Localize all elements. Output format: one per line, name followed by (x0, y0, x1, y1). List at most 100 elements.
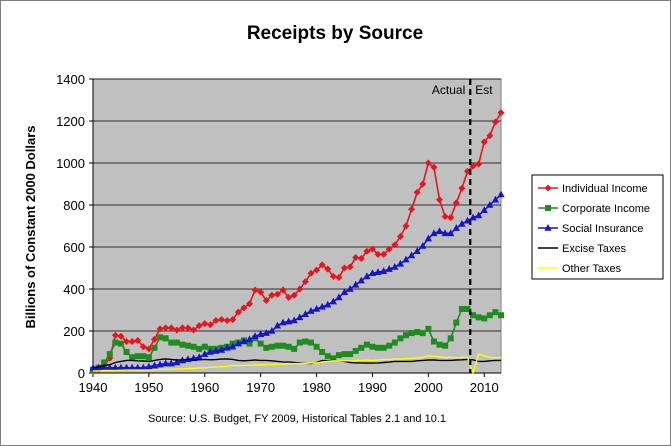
point-social-insurance-1974 (279, 318, 287, 326)
point-social-insurance-1967 (240, 337, 248, 345)
point-social-insurance-1985 (340, 288, 349, 295)
point-corporate-income-2011 (486, 312, 493, 319)
point-social-insurance-1996 (402, 255, 410, 263)
point-individual-income-1995 (396, 233, 404, 240)
point-social-insurance-1980 (312, 304, 321, 312)
point-corporate-income-1946 (123, 349, 130, 355)
legend-entry-other-taxes: Other Taxes (538, 263, 622, 275)
point-corporate-income-1983 (330, 355, 337, 362)
point-social-insurance-1975 (285, 317, 293, 325)
point-corporate-income-1989 (363, 341, 370, 348)
point-individual-income-1956 (178, 324, 186, 332)
point-corporate-income-1991 (375, 344, 382, 351)
point-corporate-income-1955 (173, 339, 180, 346)
point-individual-income-2005 (452, 199, 460, 207)
point-social-insurance-1968 (245, 335, 254, 343)
point-social-insurance-1990 (368, 269, 377, 277)
point-social-insurance-1951 (150, 361, 159, 369)
point-individual-income-2002 (436, 196, 444, 204)
legend-label-individual-income: Individual Income (562, 183, 648, 195)
point-social-insurance-1997 (407, 251, 416, 259)
est-label: Est (475, 83, 493, 97)
point-individual-income-1962 (212, 317, 220, 324)
point-individual-income-1972 (268, 291, 276, 299)
point-individual-income-1971 (262, 297, 270, 305)
point-social-insurance-1977 (296, 313, 304, 321)
point-corporate-income-1978 (302, 338, 309, 345)
point-corporate-income-1993 (386, 342, 393, 349)
point-social-insurance-1953 (162, 359, 170, 367)
point-social-insurance-1964 (223, 343, 231, 351)
point-social-insurance-1944 (111, 363, 119, 371)
point-corporate-income-2000 (425, 325, 432, 332)
point-individual-income-2009 (475, 160, 483, 168)
point-corporate-income-2004 (447, 335, 454, 342)
point-social-insurance-1998 (413, 247, 421, 254)
point-individual-income-1974 (279, 286, 287, 294)
point-individual-income-1980 (313, 266, 321, 274)
point-social-insurance-1970 (257, 330, 265, 337)
point-social-insurance-1983 (329, 297, 337, 305)
point-corporate-income-1976 (291, 345, 298, 352)
point-social-insurance-1999 (419, 241, 427, 249)
point-individual-income-1978 (301, 278, 309, 286)
point-individual-income-1960 (201, 320, 209, 328)
point-corporate-income-1999 (419, 330, 426, 337)
point-individual-income-1953 (162, 324, 170, 332)
chart-title: Receipts by Source (247, 23, 423, 44)
point-individual-income-1967 (240, 304, 248, 312)
point-individual-income-1985 (341, 264, 349, 272)
x-tick-label-1950: 1950 (134, 380, 163, 395)
point-corporate-income-2003 (442, 342, 449, 349)
point-social-insurance-1979 (307, 307, 315, 314)
legend-entry-individual-income: Individual Income (538, 183, 648, 195)
point-corporate-income-1954 (168, 339, 175, 346)
point-social-insurance-1950 (145, 362, 153, 370)
point-individual-income-1964 (223, 317, 231, 324)
point-individual-income-1990 (368, 245, 376, 253)
point-social-insurance-1947 (128, 363, 136, 371)
legend-marker-corporate-income (545, 205, 551, 211)
point-social-insurance-1994 (391, 262, 399, 270)
point-individual-income-1950 (145, 345, 153, 353)
point-corporate-income-1943 (106, 351, 113, 358)
x-tick-label-2010: 2010 (470, 380, 499, 395)
point-individual-income-1987 (352, 254, 360, 261)
point-social-insurance-1966 (234, 339, 242, 347)
point-social-insurance-1945 (117, 363, 125, 371)
point-corporate-income-1953 (162, 335, 169, 342)
point-social-insurance-1949 (139, 363, 147, 371)
point-individual-income-2004 (447, 214, 455, 222)
point-corporate-income-1997 (408, 330, 415, 337)
point-corporate-income-1998 (414, 329, 421, 336)
point-individual-income-2003 (441, 213, 449, 221)
point-social-insurance-1972 (268, 327, 276, 334)
point-social-insurance-1960 (201, 350, 209, 357)
x-tick-label-1970: 1970 (246, 380, 275, 395)
point-individual-income-1966 (234, 308, 242, 316)
point-social-insurance-2000 (424, 234, 432, 242)
point-corporate-income-1984 (335, 352, 342, 359)
point-corporate-income-1987 (352, 347, 359, 354)
point-corporate-income-1971 (263, 344, 270, 351)
point-individual-income-1958 (190, 326, 198, 334)
point-individual-income-1981 (318, 261, 326, 269)
point-corporate-income-1977 (296, 339, 303, 346)
point-corporate-income-1990 (369, 343, 376, 350)
legend-label-excise-taxes: Excise Taxes (562, 243, 626, 255)
point-individual-income-1989 (363, 247, 371, 255)
point-corporate-income-1959 (196, 345, 203, 352)
point-corporate-income-1949 (140, 353, 147, 360)
point-corporate-income-2001 (430, 338, 437, 345)
point-corporate-income-1973 (274, 342, 281, 349)
actual-est-divider: Actual Est (432, 79, 493, 373)
point-individual-income-1986 (346, 263, 354, 271)
x-tick-label-1990: 1990 (358, 380, 387, 395)
point-corporate-income-1951 (151, 344, 158, 351)
point-individual-income-1977 (296, 285, 304, 293)
point-corporate-income-1974 (280, 342, 287, 349)
point-individual-income-1998 (413, 188, 421, 196)
point-social-insurance-1963 (217, 345, 226, 353)
